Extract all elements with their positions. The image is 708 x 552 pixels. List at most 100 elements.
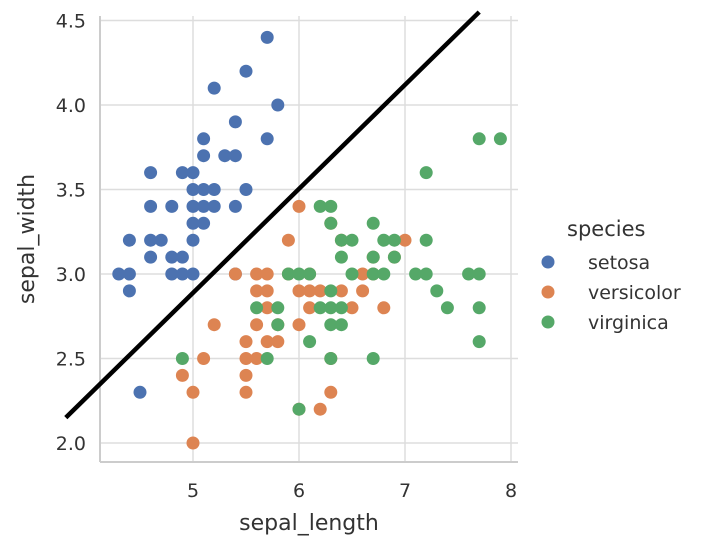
data-point — [303, 284, 317, 298]
data-point — [186, 385, 200, 399]
data-point — [207, 199, 221, 213]
series-virginica — [175, 132, 507, 416]
data-point — [377, 233, 391, 247]
legend-label: setosa — [588, 252, 650, 274]
legend-marker — [541, 315, 555, 329]
data-point — [292, 284, 306, 298]
data-point — [250, 284, 264, 298]
x-tick-label: 6 — [293, 480, 305, 502]
data-point — [313, 199, 327, 213]
data-point — [250, 318, 264, 332]
data-point — [197, 199, 211, 213]
data-point — [260, 301, 274, 315]
legend-label: virginica — [588, 312, 669, 334]
y-tick-label: 3.0 — [56, 264, 86, 286]
data-point — [313, 301, 327, 315]
data-point — [186, 267, 200, 281]
data-point — [366, 267, 380, 281]
x-tick-label: 7 — [399, 480, 411, 502]
data-point — [281, 267, 295, 281]
data-point — [228, 267, 242, 281]
data-point — [281, 233, 295, 247]
data-point — [419, 233, 433, 247]
data-point — [228, 115, 242, 129]
data-point — [112, 267, 126, 281]
data-point — [186, 233, 200, 247]
data-point — [419, 166, 433, 180]
y-axis-label: sepal_width — [15, 174, 40, 304]
x-tick-label: 5 — [187, 480, 199, 502]
data-point — [334, 284, 348, 298]
data-point — [303, 267, 317, 281]
data-point — [122, 267, 136, 281]
data-point — [366, 216, 380, 230]
data-point — [197, 183, 211, 196]
data-point — [165, 199, 179, 213]
data-point — [133, 385, 147, 399]
data-point — [313, 284, 327, 298]
data-point — [472, 335, 486, 349]
data-point — [377, 267, 391, 281]
data-point — [271, 318, 285, 332]
data-point — [334, 250, 348, 264]
data-point — [260, 267, 274, 281]
data-point — [366, 352, 380, 365]
data-point — [462, 267, 476, 281]
y-tick-labels: 2.0 2.5 3.0 3.5 4.0 4.5 — [56, 11, 86, 456]
data-point — [366, 250, 380, 264]
data-point — [175, 250, 189, 264]
data-point — [430, 284, 444, 298]
series-setosa — [112, 30, 285, 399]
data-point — [324, 352, 338, 365]
data-point — [186, 199, 200, 213]
data-point — [313, 402, 327, 416]
data-point — [419, 267, 433, 281]
y-tick-label: 4.0 — [56, 95, 86, 117]
data-point — [144, 199, 158, 213]
data-point — [239, 335, 253, 349]
data-point — [175, 267, 189, 281]
data-point — [440, 301, 454, 315]
data-point — [356, 284, 370, 298]
x-tick-label: 8 — [505, 480, 517, 502]
data-point — [324, 284, 338, 298]
data-point — [303, 301, 317, 315]
data-point — [387, 250, 401, 264]
data-point — [271, 335, 285, 349]
data-point — [239, 183, 253, 196]
data-point — [197, 132, 211, 146]
plot-area — [100, 16, 518, 462]
data-point — [324, 385, 338, 399]
legend-marker — [541, 285, 555, 299]
data-point — [260, 352, 274, 365]
data-point — [144, 166, 158, 180]
data-point — [292, 199, 306, 213]
data-point — [260, 284, 274, 298]
data-point — [472, 301, 486, 315]
data-point — [122, 233, 136, 247]
data-point — [292, 402, 306, 416]
data-point — [144, 233, 158, 247]
data-point — [472, 267, 486, 281]
data-point — [334, 233, 348, 247]
legend-item-setosa: setosa — [541, 252, 650, 274]
data-point — [260, 30, 274, 44]
legend-marker — [541, 255, 555, 269]
data-point — [228, 149, 242, 163]
data-point — [165, 250, 179, 264]
data-points — [112, 30, 507, 450]
data-point — [250, 301, 264, 315]
data-point — [387, 233, 401, 247]
data-point — [260, 132, 274, 146]
data-point — [250, 352, 264, 365]
data-point — [472, 132, 486, 146]
data-point — [239, 368, 253, 382]
data-point — [292, 267, 306, 281]
data-point — [345, 233, 359, 247]
data-point — [144, 250, 158, 264]
data-point — [197, 216, 211, 230]
data-point — [409, 267, 423, 281]
data-point — [165, 267, 179, 281]
y-tick-label: 2.5 — [56, 349, 86, 371]
